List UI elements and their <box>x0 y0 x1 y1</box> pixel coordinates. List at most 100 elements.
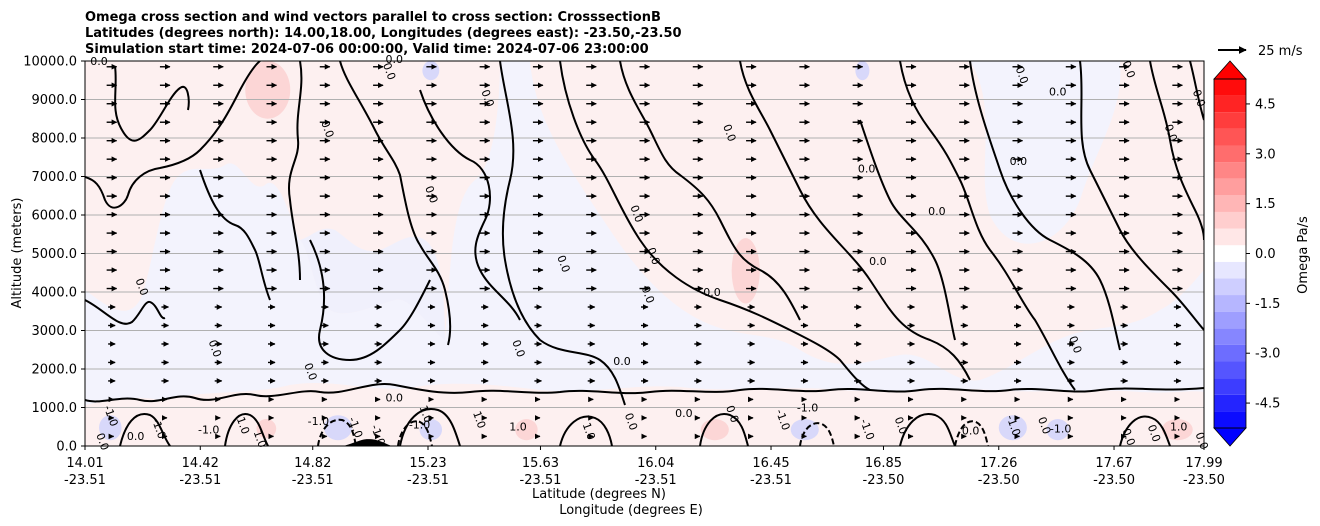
colorbar-band <box>1214 311 1246 329</box>
contour-label: 0.0 <box>386 392 404 405</box>
colorbar-label: Omega Pa/s <box>1296 216 1311 294</box>
wind-vectors <box>106 63 1183 440</box>
positive-omega-region <box>85 383 1204 446</box>
colorbar-tick-label: 0.0 <box>1255 247 1276 262</box>
x-tick-label-lon: -23.50 <box>978 473 1020 488</box>
zero-contour-line <box>1079 61 1204 331</box>
colorbar-band <box>1214 394 1246 412</box>
colorbar-ticks: -4.5 -3.0 -1.5 0.0 1.5 3.0 4.5 <box>1246 97 1280 412</box>
x-tick-label-lon: -23.50 <box>863 473 905 488</box>
y-tick-label: 8000.0 <box>32 132 78 147</box>
colorbar-tick-label: -1.5 <box>1255 297 1280 312</box>
x-tick-label-lon: -23.51 <box>292 473 334 488</box>
colorbar-band <box>1214 162 1246 179</box>
colorbar-band <box>1214 361 1246 379</box>
x-tick-label-lon: -23.51 <box>520 473 562 488</box>
colorbar-tick-label: 3.0 <box>1255 147 1276 162</box>
zero-contour-line <box>899 413 956 446</box>
contour-label: -1.0 <box>198 424 219 437</box>
contour-label: -1.0 <box>1050 423 1071 436</box>
contour-label: 0.0 <box>509 338 527 359</box>
x-tick-label-lon: -23.50 <box>1093 473 1135 488</box>
omega-patches <box>99 61 1193 441</box>
x-tick-label-lat: 14.01 <box>66 456 103 471</box>
contour-label: 0.0 <box>639 284 657 305</box>
x-axis-title-latitude: Latitude (degrees N) <box>532 487 666 502</box>
x-tick-label-lon: -23.51 <box>635 473 677 488</box>
plot-area: 0.0 0.0 0.0 0.0 0.0 0.0 0.0 0.0 0.0 0.0 0.0 0.0 0.0 0… <box>84 53 1211 452</box>
zero-contour-line <box>699 413 749 446</box>
colorbar-tick-label: 4.5 <box>1255 97 1276 112</box>
negative-omega-region <box>300 228 445 340</box>
contour-label: 1.0 <box>251 429 269 450</box>
contour-label: 0.0 <box>1013 65 1031 86</box>
colorbar-band <box>1214 95 1246 113</box>
contour-label: 0.0 <box>1193 431 1211 452</box>
contour-label: 0.0 <box>858 163 876 176</box>
zero-contour-line <box>1149 61 1204 241</box>
y-tick-label: 3000.0 <box>32 324 78 339</box>
contour-label: 0.0 <box>1049 86 1067 99</box>
x-tick-label-lat: 17.67 <box>1095 456 1132 471</box>
chart-title-line-2: Latitudes (degrees north): 14.00,18.00, … <box>85 26 682 41</box>
zero-contour-line <box>859 119 956 341</box>
contour-label: 0.0 <box>380 61 398 82</box>
zero-contour-line <box>1119 415 1171 446</box>
y-tick-label: 2000.0 <box>32 363 78 378</box>
x-tick-label-lat: 16.85 <box>865 456 902 471</box>
contour-label: 0.0 <box>675 407 693 420</box>
colorbar-extend-max <box>1213 60 1247 80</box>
y-axis-title: Altitude (meters) <box>10 198 25 309</box>
contour-label: 0.0 <box>1145 423 1163 444</box>
positive-omega-patch <box>245 61 291 119</box>
contour-label: 0.0 <box>962 424 980 437</box>
contour-label: 0.0 <box>627 203 645 224</box>
zero-contour-line <box>309 239 431 362</box>
contour-label: 1.0 <box>470 409 488 430</box>
y-tick-label: 4000.0 <box>32 286 78 301</box>
contour-label: 0.0 <box>386 53 404 66</box>
negative-omega-patch <box>790 419 819 441</box>
contour-label: 0.0 <box>1066 334 1084 355</box>
colorbar-band <box>1214 228 1246 246</box>
colorbar-band <box>1214 378 1246 395</box>
contour-label: 0.0 <box>892 415 910 436</box>
contour-label: 0.0 <box>613 355 631 368</box>
negative-omega-patch <box>422 61 440 81</box>
x-tick-label-lat: 15.63 <box>522 456 559 471</box>
colorbar-band <box>1214 79 1246 96</box>
contour-label: 0.0 <box>703 286 721 299</box>
colorbar-band <box>1214 178 1246 196</box>
contour-label: 0.0 <box>554 253 572 274</box>
colorbar-band <box>1214 128 1246 146</box>
contour-label: 0.0 <box>133 277 151 298</box>
positive-omega-patch <box>1161 419 1193 441</box>
negative-contour-line <box>317 418 357 446</box>
x-tick-label-lat: 16.04 <box>637 456 674 471</box>
zero-contour-line <box>339 61 452 346</box>
x-tick-label-lat: 17.99 <box>1185 456 1222 471</box>
zero-contour-line <box>224 413 269 446</box>
contour-label: 0.0 <box>1010 155 1028 168</box>
colorbar-band <box>1214 211 1246 229</box>
y-tick-label: 6000.0 <box>32 209 78 224</box>
x-tick-label-lon: -23.51 <box>750 473 792 488</box>
contour-label: -1.0 <box>409 419 430 432</box>
x-tick-label-lon: -23.51 <box>407 473 449 488</box>
contour-label: 0.0 <box>1119 427 1137 448</box>
x-tick-label-lon: -23.51 <box>64 473 106 488</box>
positive-omega-patch <box>256 419 277 439</box>
zero-contour-line <box>419 89 521 321</box>
contour-label: -1.0 <box>308 415 329 428</box>
zero-contour-line <box>85 383 1204 403</box>
contour-label: 0.0 <box>723 404 741 425</box>
y-tick-label: 7000.0 <box>32 170 78 185</box>
contour-labels: 0.0 0.0 0.0 0.0 0.0 0.0 0.0 0.0 0.0 0.0 0.0 0.0 0.0 0… <box>90 53 1210 452</box>
y-tick-label: 5000.0 <box>32 247 78 262</box>
colorbar-band <box>1214 295 1246 312</box>
zero-contour-line <box>85 61 261 209</box>
colorbar-tick-label: -4.5 <box>1255 397 1280 412</box>
negative-omega-patch <box>1046 419 1070 441</box>
negative-omega-patch <box>99 415 122 441</box>
